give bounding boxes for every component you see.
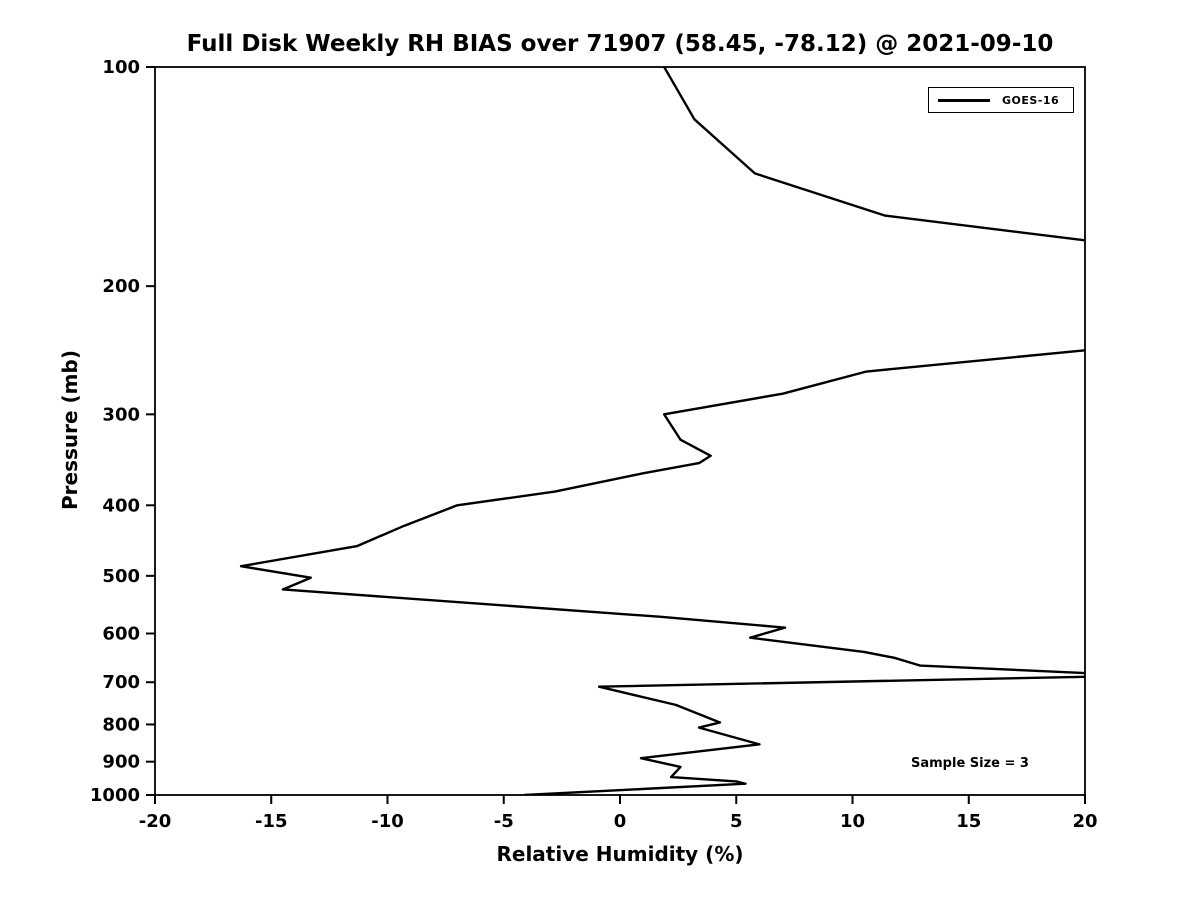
y-tick-label: 900 [102,752,140,773]
y-tick-label: 600 [102,623,140,644]
y-tick-label: 400 [102,495,140,516]
x-tick-label: -20 [139,811,172,832]
x-tick-label: 10 [840,811,865,832]
y-tick-label: 300 [102,404,140,425]
y-tick-label: 200 [102,276,140,297]
x-tick-label: 5 [730,811,743,832]
y-tick-label: 1000 [90,785,140,806]
legend: GOES-16 [928,87,1074,113]
legend-line-sample [938,98,990,102]
y-tick-label: 800 [102,714,140,735]
x-tick-label: 20 [1072,811,1097,832]
y-tick-label: 500 [102,566,140,587]
sample-size-annotation: Sample Size = 3 [911,756,1029,771]
x-tick-label: 0 [614,811,627,832]
x-tick-label: 15 [956,811,981,832]
x-tick-label: -5 [494,811,514,832]
y-tick-label: 700 [102,672,140,693]
y-tick-label: 100 [102,57,140,78]
x-axis-label: Relative Humidity (%) [496,842,744,866]
x-tick-label: -15 [255,811,288,832]
legend-series-label: GOES-16 [1002,93,1060,107]
data-line-goes-16 [239,67,1085,795]
x-tick-label: -10 [371,811,404,832]
chart-title: Full Disk Weekly RH BIAS over 71907 (58.… [186,31,1054,57]
